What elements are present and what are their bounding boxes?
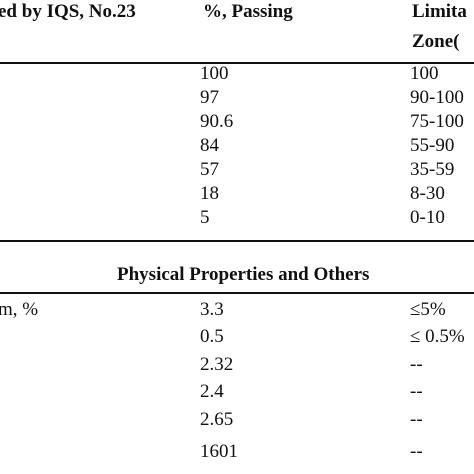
grading-passing-5: 57 [200, 159, 219, 180]
grading-passing-2: 97 [200, 87, 219, 108]
property-value-5: 2.65 [200, 409, 234, 430]
header-cell-limits-line1: Limita [412, 1, 467, 22]
grading-passing-6: 18 [200, 183, 219, 204]
section-title: Physical Properties and Others [117, 264, 370, 285]
property-value-3: 2.32 [200, 354, 234, 375]
property-value-2: 0.5 [200, 326, 224, 347]
property-limit-2: ≤ 0.5% [410, 326, 465, 347]
property-limit-1: ≤5% [410, 299, 446, 320]
grading-limit-1: 100 [410, 63, 439, 84]
section-divider-bottom [0, 292, 474, 294]
grading-passing-3: 90.6 [200, 111, 234, 132]
property-value-4: 2.4 [200, 381, 224, 402]
grading-limit-2: 90-100 [410, 87, 464, 108]
header-cell-passing: %, Passing [203, 1, 293, 22]
grading-limit-5: 35-59 [410, 159, 455, 180]
property-limit-6: -- [410, 441, 423, 462]
grading-passing-4: 84 [200, 135, 219, 156]
header-divider [0, 62, 474, 64]
grading-limit-7: 0-10 [410, 207, 445, 228]
grading-limit-4: 55-90 [410, 135, 455, 156]
property-label-1: m, % [0, 299, 39, 320]
property-limit-4: -- [410, 381, 423, 402]
section-divider-top [0, 240, 474, 242]
header-cell-limits-line2: Zone( [412, 31, 460, 52]
property-value-1: 3.3 [200, 299, 224, 320]
grading-passing-1: 100 [200, 63, 229, 84]
grading-limit-3: 75-100 [410, 111, 464, 132]
grading-limit-6: 8-30 [410, 183, 445, 204]
property-limit-3: -- [410, 354, 423, 375]
header-cell-standard: ed by IQS, No.23 [0, 1, 136, 22]
grading-passing-7: 5 [200, 207, 210, 228]
property-limit-5: -- [410, 409, 423, 430]
property-value-6: 1601 [200, 441, 238, 462]
